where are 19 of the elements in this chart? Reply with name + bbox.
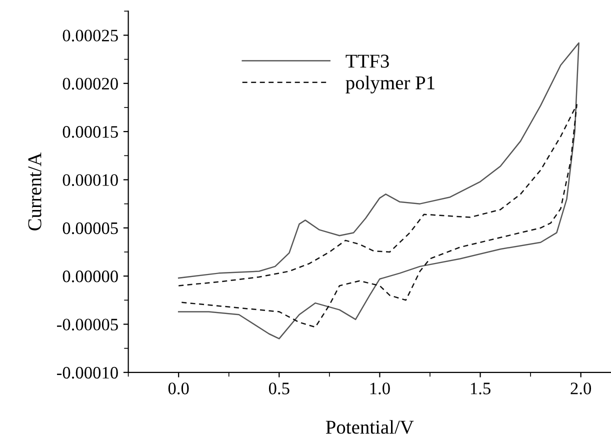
x-tick-label: 0.0: [168, 382, 189, 394]
y-tick-label: 0.00000: [62, 270, 118, 282]
y-tick-label: -0.00010: [57, 366, 118, 379]
x-tick-label: 1.0: [370, 382, 390, 394]
x-tick-label: 2.0: [570, 382, 592, 394]
x-tick-label: 0.5: [268, 382, 290, 394]
y-tick-label: -0.00005: [57, 318, 118, 331]
y-tick-label: 0.00020: [62, 78, 118, 90]
x-tick-label: 1.5: [470, 382, 490, 394]
legend-label: TTF3: [346, 54, 389, 68]
y-tick-label: 0.00015: [62, 126, 118, 138]
y-tick-label: 0.00010: [62, 174, 118, 186]
y-axis-title: Current/A: [28, 152, 42, 230]
y-tick-label: 0.00025: [62, 30, 118, 42]
legend-label: polymer P1: [346, 76, 434, 94]
line-series: [178, 104, 578, 328]
line-series: [178, 42, 580, 340]
y-tick-label: 0.00005: [62, 222, 118, 234]
x-axis-title: Potential/V: [326, 420, 414, 434]
